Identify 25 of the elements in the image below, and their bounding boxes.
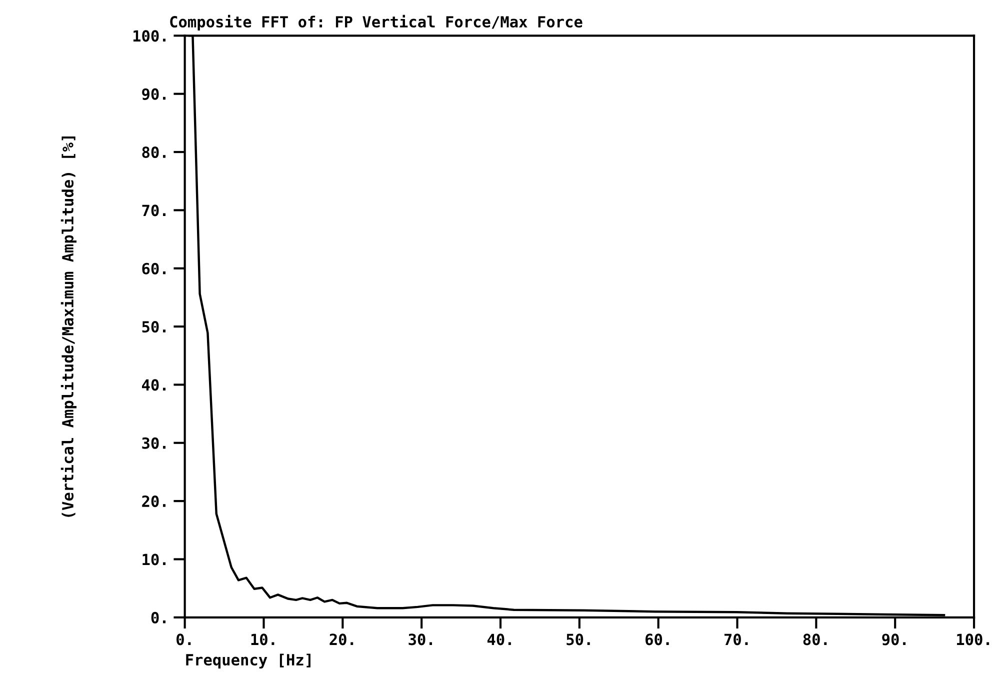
- y-tick-label: 80.: [142, 146, 166, 158]
- y-tick-label: 20.: [142, 496, 166, 508]
- x-tick-label: 20.: [330, 634, 354, 646]
- y-tick-label: 70.: [142, 204, 166, 216]
- x-tick-label: 100.: [957, 634, 990, 646]
- x-axis-title: Frequency [Hz]: [186, 654, 310, 668]
- x-tick-label: 40.: [487, 634, 511, 646]
- y-tick-label: 60.: [142, 262, 166, 274]
- x-tick-label: 60.: [646, 634, 669, 646]
- y-tick-label: 10.: [142, 554, 166, 566]
- y-axis-title: (Vertical Amplitude/Maximum Amplitude) [%]: [60, 136, 76, 517]
- x-tick-label: 30.: [408, 634, 432, 646]
- y-tick-label: 90.: [142, 88, 166, 100]
- y-tick-label: 30.: [142, 437, 166, 449]
- y-tick-label: 50.: [142, 321, 166, 333]
- x-tick-label: 80.: [803, 634, 827, 646]
- y-tick-label: 100.: [133, 30, 166, 42]
- x-tick-label: 10.: [251, 634, 274, 646]
- x-tick-label: 70.: [724, 634, 748, 646]
- y-tick-label: 0.: [151, 612, 166, 624]
- y-tick-label: 40.: [142, 379, 166, 391]
- x-tick-label: 50.: [566, 634, 590, 646]
- x-tick-label: 90.: [882, 634, 906, 646]
- x-tick-label: 0.: [176, 634, 191, 646]
- chart-title: Composite FFT of: FP Vertical Force/Max Force: [170, 14, 582, 31]
